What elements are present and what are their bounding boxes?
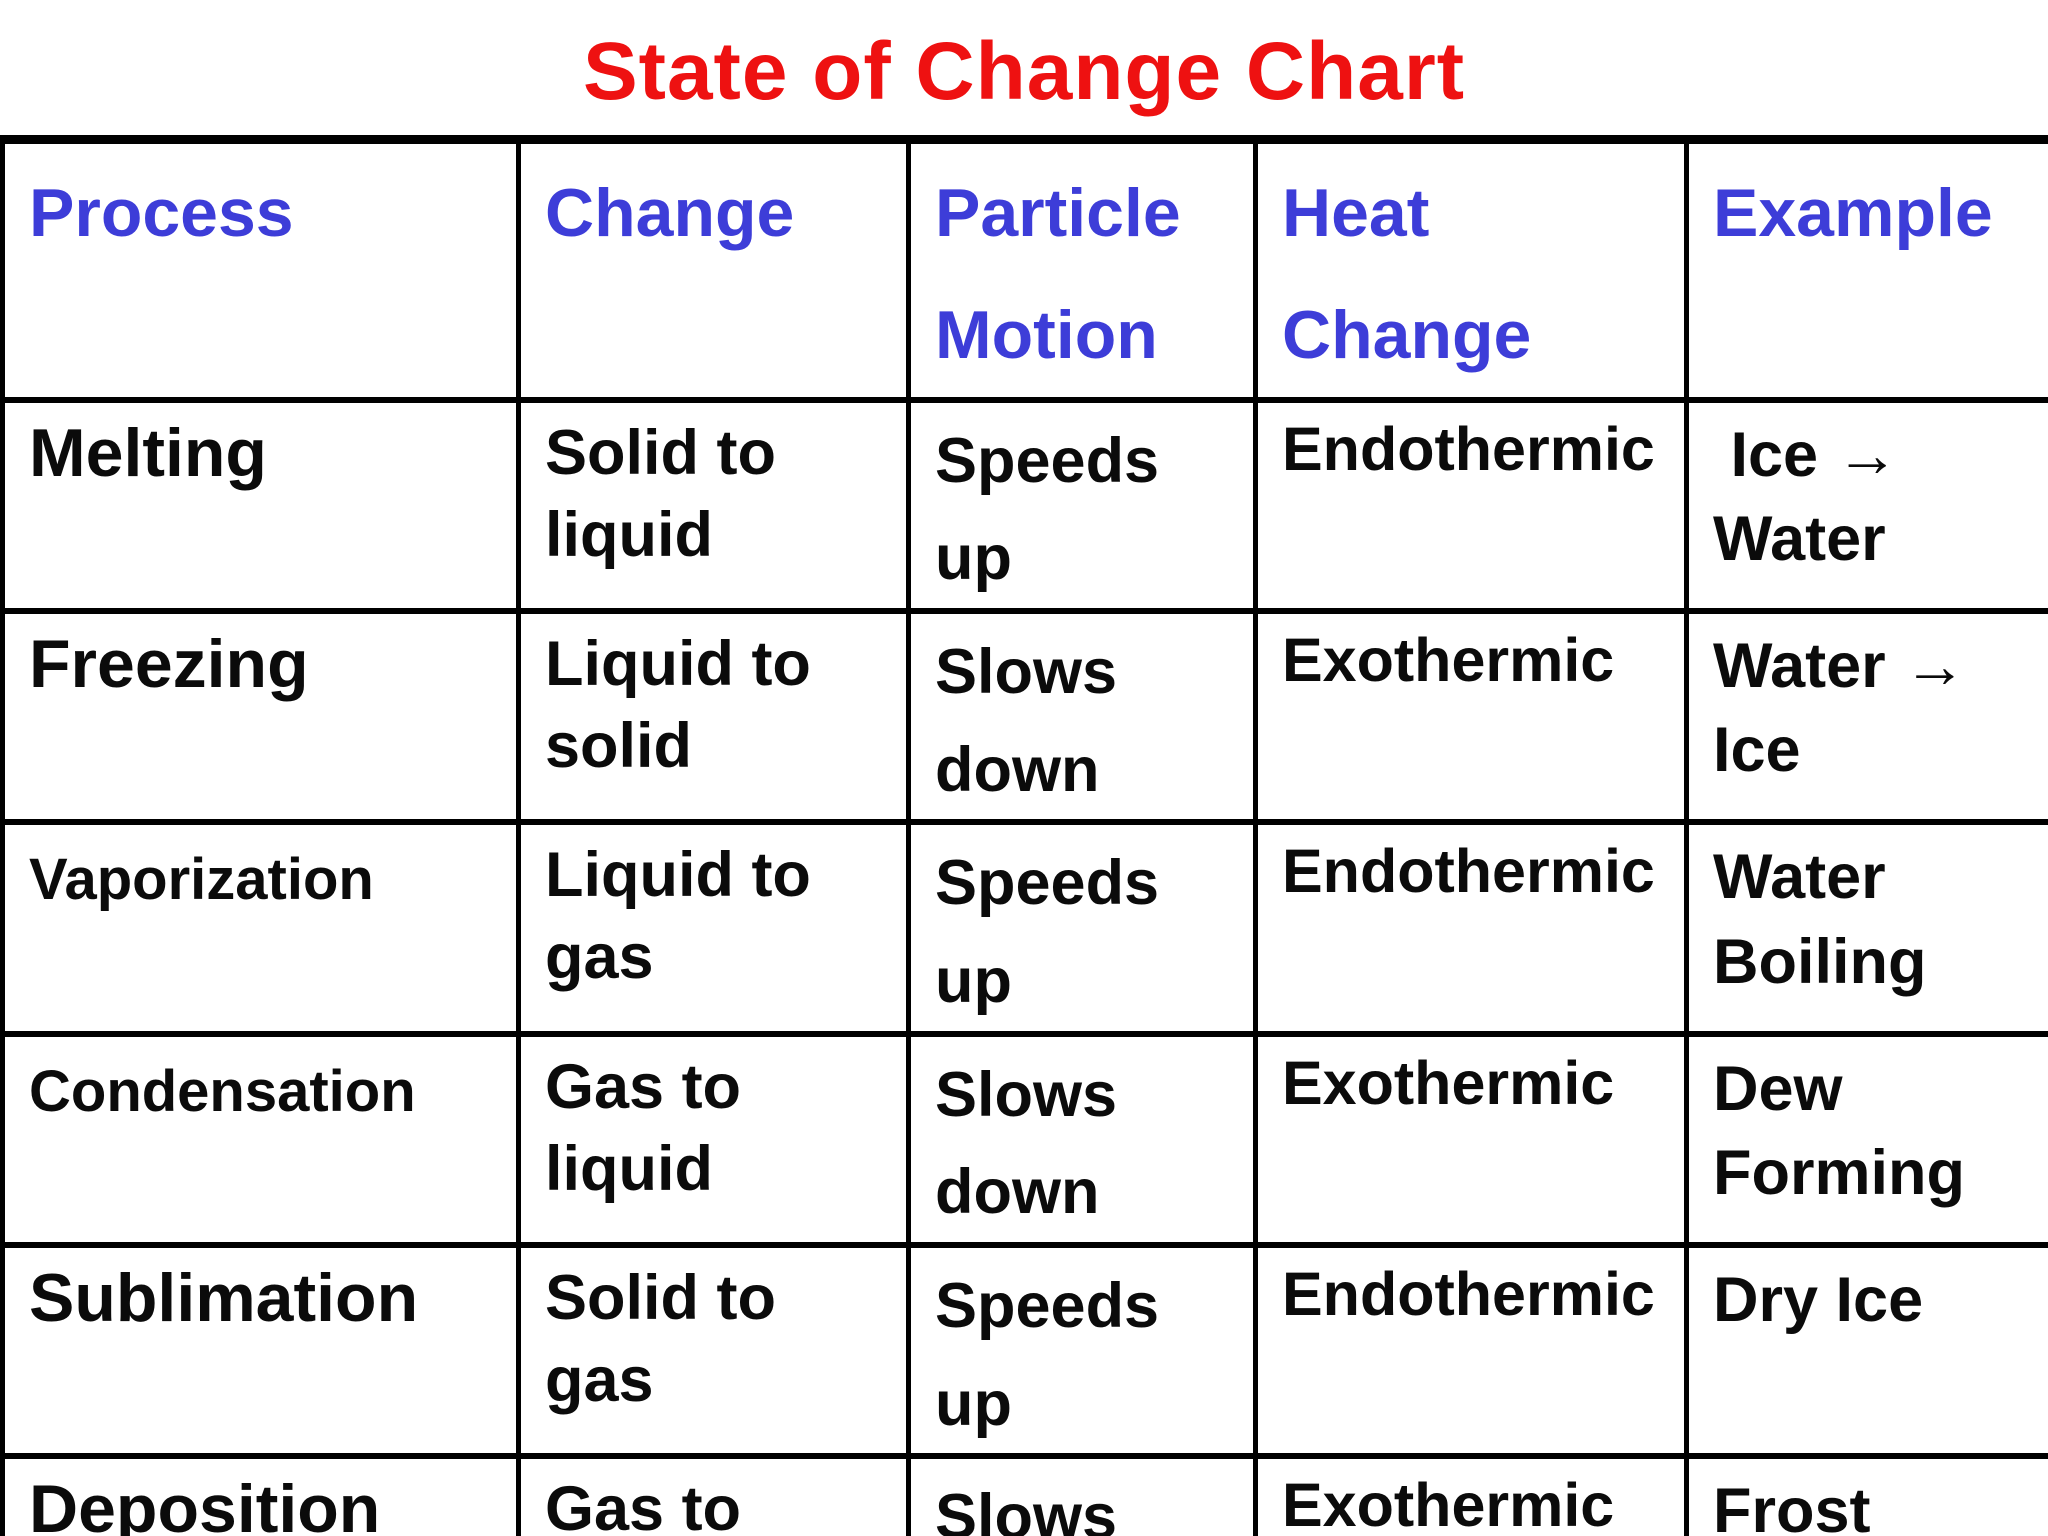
- table-row-deposition: Deposition Gas to solid Slows down Exoth…: [0, 1453, 2048, 1536]
- cell-process: Sublimation: [0, 1241, 521, 1460]
- header-row: Process Change Particle Motion Heat Chan…: [0, 136, 2048, 403]
- cell-example: Ice → Water: [1684, 396, 2048, 615]
- cell-heat-change: Endothermic: [1253, 819, 1689, 1037]
- cell-process: Vaporization: [0, 819, 521, 1037]
- cell-change: Solid to liquid: [516, 396, 911, 615]
- column-header-particle-motion: Particle Motion: [906, 136, 1258, 403]
- cell-change: Gas to solid: [516, 1453, 911, 1536]
- table-row-sublimation: Sublimation Solid to gas Speeds up Endot…: [0, 1241, 2048, 1460]
- column-header-change: Change: [516, 136, 911, 403]
- cell-heat-change: Exothermic: [1253, 608, 1689, 826]
- table-row-melting: Melting Solid to liquid Speeds up Endoth…: [0, 396, 2048, 615]
- cell-process: Condensation: [0, 1030, 521, 1248]
- cell-particle-motion: Speeds up: [906, 819, 1258, 1037]
- cell-heat-change: Exothermic: [1253, 1030, 1689, 1248]
- cell-heat-change: Endothermic: [1253, 396, 1689, 615]
- column-header-process: Process: [0, 136, 521, 403]
- cell-process: Melting: [0, 396, 521, 615]
- cell-change: Liquid to gas: [516, 819, 911, 1037]
- cell-example: Water Boiling: [1684, 819, 2048, 1037]
- cell-particle-motion: Slows down: [906, 608, 1258, 826]
- cell-heat-change: Endothermic: [1253, 1241, 1689, 1460]
- cell-change: Liquid to solid: [516, 608, 911, 826]
- table-row-vaporization: Vaporization Liquid to gas Speeds up End…: [0, 819, 2048, 1037]
- column-header-example: Example: [1684, 136, 2048, 403]
- state-of-change-table: Process Change Particle Motion Heat Chan…: [0, 135, 2048, 1536]
- cell-example: Frost Forming: [1684, 1453, 2048, 1536]
- cell-example: Water → Ice: [1684, 608, 2048, 826]
- cell-process: Freezing: [0, 608, 521, 826]
- cell-example: Dew Forming: [1684, 1030, 2048, 1248]
- page-title: State of Change Chart: [582, 25, 1466, 117]
- cell-particle-motion: Slows down: [906, 1453, 1258, 1536]
- cell-particle-motion: Speeds up: [906, 396, 1258, 615]
- cell-particle-motion: Speeds up: [906, 1241, 1258, 1460]
- cell-heat-change: Exothermic: [1253, 1453, 1689, 1536]
- cell-change: Gas to liquid: [516, 1030, 911, 1248]
- cell-process: Deposition: [0, 1453, 521, 1536]
- cell-particle-motion: Slows down: [906, 1030, 1258, 1248]
- cell-example: Dry Ice: [1684, 1241, 2048, 1460]
- table-row-condensation: Condensation Gas to liquid Slows down Ex…: [0, 1030, 2048, 1248]
- table-row-freezing: Freezing Liquid to solid Slows down Exot…: [0, 608, 2048, 826]
- column-header-heat-change: Heat Change: [1253, 136, 1689, 403]
- cell-change: Solid to gas: [516, 1241, 911, 1460]
